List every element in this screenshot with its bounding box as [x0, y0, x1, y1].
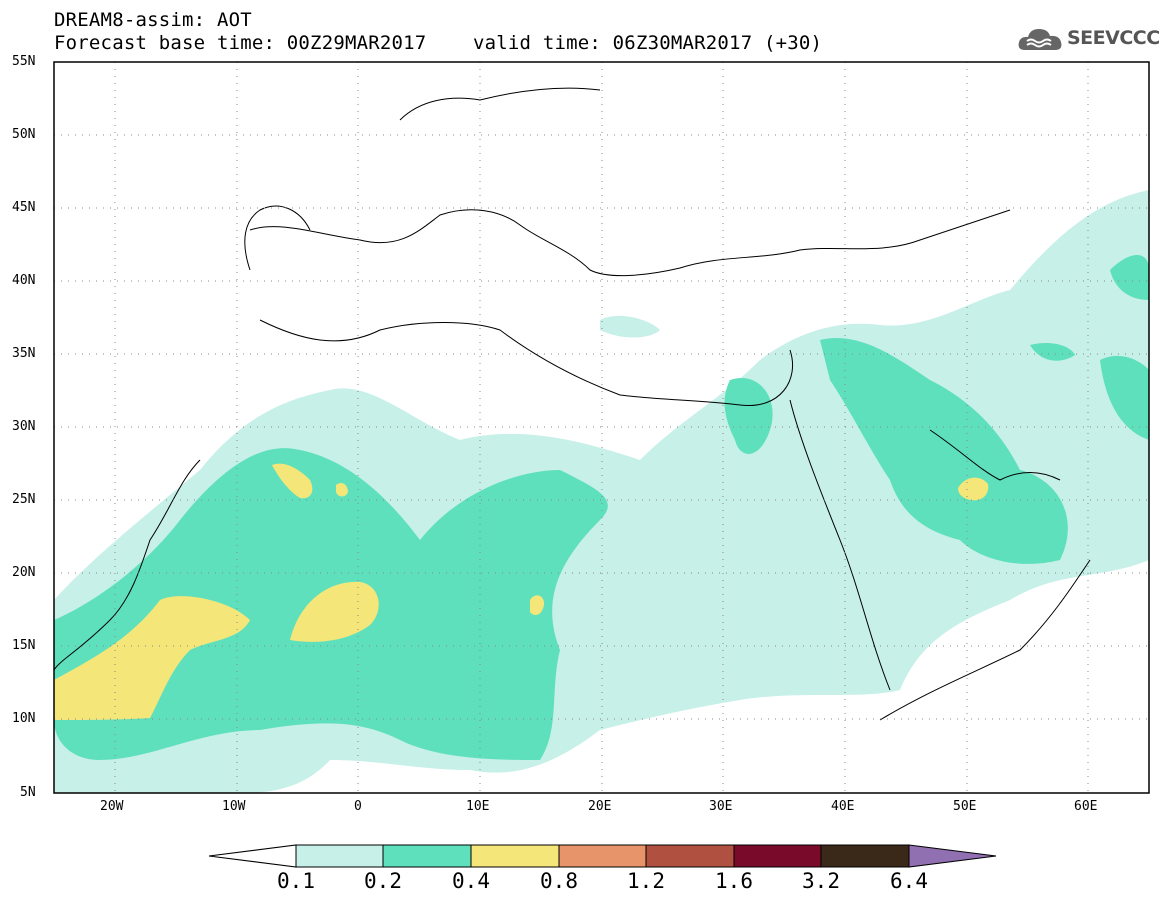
colorbar-label: 6.4 — [890, 869, 928, 893]
colorbar-swatch-2 — [382, 844, 472, 868]
aot-level-0.4-area — [54, 463, 989, 720]
lat-label: 20N — [12, 565, 36, 580]
lon-label: 40E — [831, 799, 855, 814]
aot-field — [54, 190, 1149, 793]
colorbar-swatch-3 — [470, 844, 560, 868]
colorbar-label: 1.6 — [715, 869, 753, 893]
seevccc-logo: SEEVCCC — [1017, 24, 1160, 56]
lat-label: 40N — [12, 273, 36, 288]
lon-label: 20E — [588, 799, 612, 814]
lat-label: 15N — [12, 638, 36, 653]
colorbar-swatch-4 — [558, 844, 647, 868]
lat-label: 30N — [12, 419, 36, 434]
colorbar-label: 3.2 — [802, 869, 840, 893]
lon-label: 50E — [953, 799, 977, 814]
lon-label: 60E — [1074, 799, 1098, 814]
colorbar-high-arrow — [908, 844, 997, 868]
lat-label: 35N — [12, 346, 36, 361]
lon-label: 10W — [222, 799, 246, 814]
colorbar — [208, 844, 997, 868]
map-frame — [53, 61, 1150, 794]
lat-label: 50N — [12, 127, 36, 142]
coastlines — [54, 87, 1091, 721]
colorbar-swatch-6 — [733, 844, 822, 868]
lat-label: 10N — [12, 711, 36, 726]
colorbar-label: 0.2 — [364, 869, 402, 893]
lat-label: 45N — [12, 200, 36, 215]
colorbar-label: 1.2 — [627, 869, 665, 893]
graticule — [54, 62, 1149, 793]
colorbar-swatch-5 — [645, 844, 735, 868]
lon-label: 10E — [466, 799, 490, 814]
cloud-icon — [1018, 29, 1062, 50]
lat-label: 25N — [12, 492, 36, 507]
colorbar-swatch-7 — [820, 844, 910, 868]
colorbar-label: 0.8 — [540, 869, 578, 893]
lon-label: 0 — [354, 799, 362, 814]
colorbar-swatch-1 — [295, 844, 384, 868]
lon-label: 30E — [709, 799, 733, 814]
colorbar-label: 0.1 — [277, 869, 315, 893]
lat-label: 55N — [12, 54, 36, 69]
map-title: DREAM8-assim: AOT — [54, 9, 252, 31]
colorbar-low-arrow — [208, 844, 297, 868]
logo-text: SEEVCCC — [1067, 27, 1160, 49]
lat-label: 5N — [20, 785, 36, 800]
colorbar-label: 0.4 — [452, 869, 490, 893]
forecast-time-line: Forecast base time: 00Z29MAR2017 valid t… — [54, 32, 823, 54]
lon-label: 20W — [100, 799, 124, 814]
